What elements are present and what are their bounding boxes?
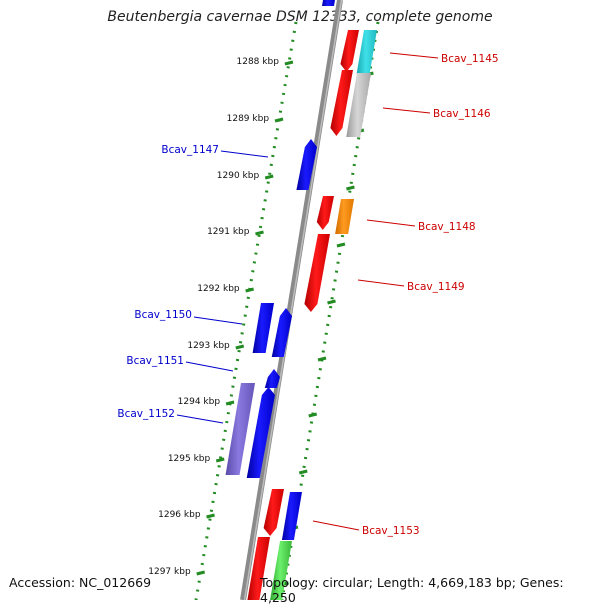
genome-backbone-highlight [243,0,343,600]
gene-arrow-blue[interactable] [296,139,317,190]
gene-label[interactable]: Bcav_1153 [362,525,420,537]
kbp-tick-label: 1292 kbp [197,284,240,294]
gene-leader-line [220,150,269,158]
gene-arrow-cyan[interactable] [356,30,377,74]
gene-leader-line [382,107,431,114]
gene-arrow-blue[interactable] [246,387,275,478]
kbp-tick-label: 1293 kbp [187,341,230,351]
gene-label[interactable]: Bcav_1152 [117,408,175,420]
gene-label[interactable]: Bcav_1150 [134,309,192,321]
accession-text: Accession: NC_012669 [9,575,152,590]
kbp-tick-mark [245,287,254,293]
gene-leader-line [185,361,234,372]
left-tick-track [194,21,298,600]
genome-title: Beutenbergia cavernae DSM 12333, complet… [107,9,493,25]
gene-arrow-gray[interactable] [346,73,371,137]
gene-arrow-blue[interactable] [252,303,274,353]
gene-leader-line [357,279,405,287]
kbp-tick-label: 1290 kbp [217,171,260,181]
gene-arrow-green[interactable] [270,541,292,600]
gene-label[interactable]: Bcav_1151 [126,355,184,367]
gene-arrow-red[interactable] [304,234,330,312]
right-tick-mark [298,469,308,475]
gene-leader-line [389,52,439,59]
gene-arrow-blue[interactable] [321,0,335,6]
kbp-tick-label: 1297 kbp [148,567,191,577]
gene-arrow-red[interactable] [330,70,353,136]
gene-arrow-purple[interactable] [225,383,255,475]
kbp-tick-mark [196,570,206,576]
kbp-tick-label: 1289 kbp [227,114,270,124]
right-tick-mark [327,299,336,305]
gene-arrow-red[interactable] [316,196,334,230]
right-tick-mark [336,242,346,248]
right-tick-mark [317,356,327,362]
kbp-tick-label: 1288 kbp [237,57,280,67]
kbp-ticks: 1288 kbp 1289 kbp 1290 kbp 1291 kbp 1292 kbp… [148,57,374,587]
kbp-tick-mark [225,400,235,406]
gene-arrow-red[interactable] [340,30,359,72]
gene-leader-line [312,520,360,531]
gene-leader-line [366,219,416,227]
gene-arrow-blue[interactable] [281,492,302,540]
gene-labels: Bcav_1145 Bcav_1146 Bcav_1147 Bcav_1148 Bcav… [117,52,499,537]
kbp-tick-mark [255,230,264,236]
gene-label[interactable]: Bcav_1145 [441,53,499,65]
kbp-tick-label: 1291 kbp [207,227,250,237]
gene-label[interactable]: Bcav_1148 [418,221,476,233]
gene-label[interactable]: Bcav_1146 [433,108,491,120]
gene-label[interactable]: Bcav_1147 [161,144,219,156]
genome-backbone [240,0,343,600]
gene-label[interactable]: Bcav_1149 [407,281,465,293]
kbp-tick-mark [215,457,225,463]
kbp-tick-mark [264,174,274,180]
kbp-tick-label: 1294 kbp [178,397,221,407]
kbp-tick-mark [284,60,294,66]
gene-arrow-blue[interactable] [271,308,292,357]
gene-arrow-blue[interactable] [264,369,280,388]
gene-leader-line [193,316,243,325]
topology-summary: Topology: circular; Length: 4,669,183 bp… [260,575,564,605]
kbp-tick-mark [206,513,215,519]
gene-leader-line [176,414,224,424]
kbp-tick-label: 1296 kbp [158,510,201,520]
gene-arrow-red[interactable] [263,489,284,536]
kbp-tick-mark [274,117,284,123]
kbp-tick-label: 1295 kbp [168,454,211,464]
gene-arrows [225,0,377,600]
right-tick-mark [346,185,355,191]
gene-arrow-red[interactable] [247,537,270,600]
right-tick-mark [308,412,318,418]
kbp-tick-mark [235,344,245,350]
gene-arrow-orange[interactable] [335,199,354,234]
